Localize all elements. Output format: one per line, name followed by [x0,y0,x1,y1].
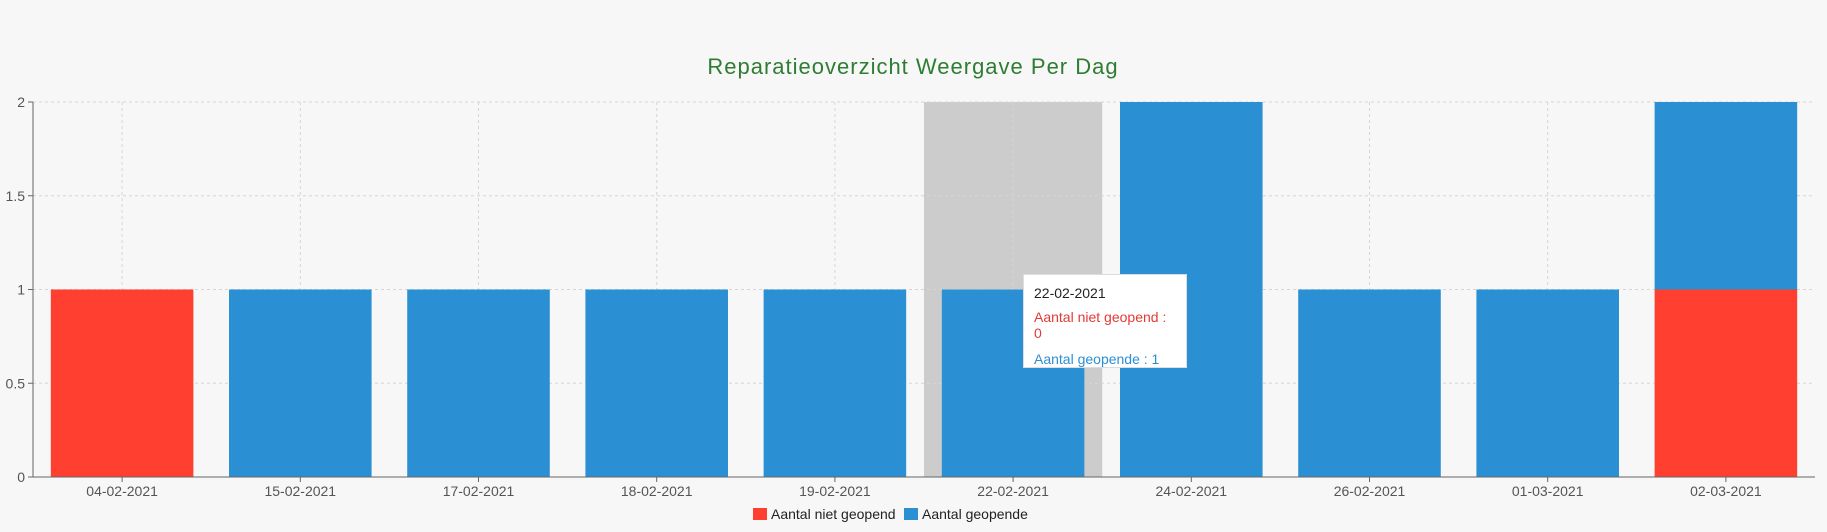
x-tick-label: 04-02-2021 [86,483,158,499]
legend-label-geopende: Aantal geopende [922,506,1028,522]
x-tick-label: 15-02-2021 [264,483,336,499]
bar-geopende [763,289,907,477]
x-tick-label: 18-02-2021 [621,483,693,499]
bar-geopende [585,289,728,477]
legend-label-niet-geopend: Aantal niet geopend [771,506,896,522]
x-tick-label: 24-02-2021 [1155,483,1227,499]
chart-title: Reparatieoverzicht Weergave Per Dag [707,54,1118,79]
y-tick-label: 0.5 [6,375,26,391]
bar-geopende [229,289,372,477]
x-tick-label: 22-02-2021 [977,483,1049,499]
bar-geopende [1476,289,1619,477]
bar-geopende [407,289,550,477]
tooltip-line-niet-geopend: Aantal niet geopend : 0 [1034,309,1167,341]
x-tick-label: 01-03-2021 [1512,483,1584,499]
x-tick-label: 19-02-2021 [799,483,871,499]
tooltip-title: 22-02-2021 [1034,285,1106,301]
chart-tooltip: 22-02-2021 Aantal niet geopend : 0 Aanta… [1023,274,1187,368]
x-tick-label: 17-02-2021 [443,483,515,499]
bar-geopende [1298,289,1441,477]
x-tick-label: 26-02-2021 [1334,483,1406,499]
bar-geopende [1654,102,1798,290]
y-tick-label: 1.5 [6,188,26,204]
bar-niet-geopend [50,289,194,477]
y-tick-label: 0 [17,469,25,485]
legend-swatch-geopende [904,508,918,520]
y-tick-label: 2 [17,94,25,110]
legend-swatch-niet-geopend [753,508,767,520]
tooltip-line-geopende: Aantal geopende : 1 [1034,351,1160,367]
bar-niet-geopend [1654,289,1798,477]
x-tick-label: 02-03-2021 [1690,483,1762,499]
y-tick-label: 1 [17,282,25,298]
